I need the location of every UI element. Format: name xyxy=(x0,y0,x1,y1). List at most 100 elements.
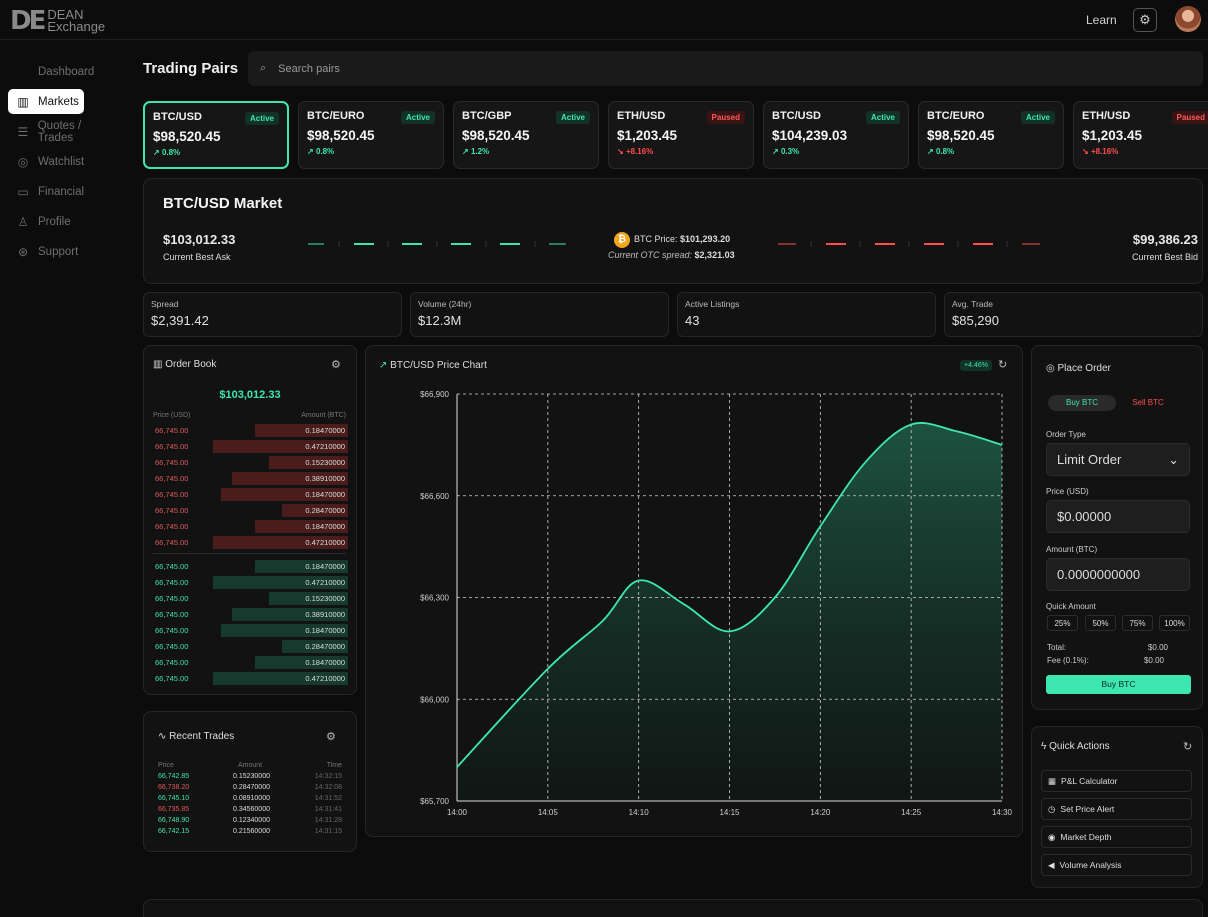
order-book-row[interactable]: 66,745.00 0.18470000 xyxy=(155,424,348,437)
order-price: 66,745.00 xyxy=(155,522,189,531)
sidebar-item-support[interactable]: ⊛ Support xyxy=(17,244,79,259)
recent-trades-title: Recent Trades xyxy=(169,731,235,742)
trade-price: 66,742.85 xyxy=(158,773,190,780)
order-book-row[interactable]: 66,745.00 0.18470000 xyxy=(155,520,348,533)
order-book-row[interactable]: 66,745.00 0.47210000 xyxy=(155,536,348,549)
depth-bar xyxy=(232,472,348,485)
order-book-row[interactable]: 66,745.00 0.18470000 xyxy=(155,656,348,669)
refresh-icon[interactable]: ↻ xyxy=(1183,741,1193,753)
order-price: 66,745.00 xyxy=(155,426,189,435)
price-chart-title: BTC/USD Price Chart xyxy=(390,360,487,371)
order-book-row[interactable]: 66,745.00 0.18470000 xyxy=(155,624,348,637)
depth-bar xyxy=(282,640,348,653)
pair-card[interactable]: BTC/GBP Active $98,520.45 ↗ 1.2% xyxy=(453,101,599,169)
gear-icon[interactable]: ⚙ xyxy=(331,359,341,371)
order-book-row[interactable]: 66,745.00 0.47210000 xyxy=(155,672,348,685)
sidebar-item-dashboard[interactable]: Dashboard xyxy=(38,65,95,78)
quick-amount-50[interactable]: 50% xyxy=(1085,615,1116,631)
order-book-row[interactable]: 66,745.00 0.38910000 xyxy=(155,608,348,621)
pair-card[interactable]: ETH/USD Paused $1,203.45 ↘ +8.16% xyxy=(608,101,754,169)
trade-price: 66,742.15 xyxy=(158,828,190,835)
order-amount: 0.18470000 xyxy=(305,562,345,571)
pair-card[interactable]: BTC/EURO Active $98,520.45 ↗ 0.8% xyxy=(298,101,444,169)
trade-time: 14:32:15 xyxy=(314,773,342,780)
order-book-row[interactable]: 66,745.00 0.47210000 xyxy=(155,576,348,589)
amount-field[interactable]: 0.0000000000 xyxy=(1046,558,1190,591)
refresh-icon[interactable]: ↻ xyxy=(998,359,1008,371)
volume-analysis-button[interactable]: ◀ Volume Analysis xyxy=(1041,854,1192,876)
logo-mark: DE xyxy=(10,6,46,36)
pair-card[interactable]: BTC/EURO Active $98,520.45 ↗ 0.8% xyxy=(918,101,1064,169)
order-book-row[interactable]: 66,745.00 0.28470000 xyxy=(155,640,348,653)
best-bid-label: Current Best Bid xyxy=(1131,252,1198,262)
pair-name: BTC/USD xyxy=(772,110,821,122)
speaker-icon: ◀ xyxy=(1048,859,1055,870)
trade-amount: 0.34560000 xyxy=(233,806,270,813)
order-price: 66,745.00 xyxy=(155,538,189,547)
trade-amount: 0.12340000 xyxy=(233,817,270,824)
order-book-row[interactable]: 66,745.00 0.28470000 xyxy=(155,504,348,517)
trade-amount: 0.08910000 xyxy=(233,795,270,802)
learn-link[interactable]: Learn xyxy=(1086,13,1117,27)
stat-volume: Volume (24hr) $12.3M xyxy=(410,292,669,337)
market-panel: BTC/USD Market $103,012.33 Current Best … xyxy=(143,178,1203,284)
best-ask-label: Current Best Ask xyxy=(163,252,231,262)
quick-amount-100[interactable]: 100% xyxy=(1159,615,1190,631)
sidebar-item-financial[interactable]: ▭ Financial xyxy=(17,184,85,199)
sidebar-item-profile[interactable]: ♙ Profile xyxy=(17,214,71,229)
order-book-row[interactable]: 66,745.00 0.15230000 xyxy=(155,592,348,605)
pair-card[interactable]: ETH/USD Paused $1,203.45 ↘ +8.16% xyxy=(1073,101,1208,169)
lifebuoy-icon: ⊛ xyxy=(17,244,29,259)
order-price: 66,745.00 xyxy=(155,610,189,619)
pair-change: 0.8% xyxy=(935,147,955,156)
sidebar-item-watchlist[interactable]: ◎ Watchlist xyxy=(17,154,85,169)
status-badge: Active xyxy=(1020,111,1055,124)
pair-change: 1.2% xyxy=(470,147,490,156)
trade-time: 14:31:15 xyxy=(314,828,342,835)
gear-icon[interactable]: ⚙ xyxy=(326,731,336,743)
logo-text-top: DEAN xyxy=(47,7,84,22)
pnl-calculator-button[interactable]: ▦ P&L Calculator xyxy=(1041,770,1192,792)
sidebar-item-markets[interactable]: ▥ Markets xyxy=(8,89,84,114)
quick-amount-25[interactable]: 25% xyxy=(1047,615,1078,631)
buy-tab[interactable]: Buy BTC xyxy=(1048,395,1116,411)
order-book-header: ▥ Order Book xyxy=(153,359,216,370)
pair-card[interactable]: BTC/USD Active $104,239.03 ↗ 0.3% xyxy=(763,101,909,169)
quick-amount-75[interactable]: 75% xyxy=(1122,615,1153,631)
trend-down-icon: ↘ xyxy=(617,147,624,156)
order-book-row[interactable]: 66,745.00 0.18470000 xyxy=(155,488,348,501)
order-book-row[interactable]: 66,745.00 0.15230000 xyxy=(155,456,348,469)
pair-name: BTC/USD xyxy=(153,111,202,123)
quick-actions-panel xyxy=(1031,726,1203,888)
bid-depth-dashes xyxy=(778,241,1040,247)
pair-price: $98,520.45 xyxy=(153,129,221,144)
recent-trades-columns: Price Amount Time xyxy=(158,762,342,769)
search-input[interactable]: ⌕ Search pairs xyxy=(248,51,1203,86)
sidebar-item-quotes-trades[interactable]: ☰ Quotes / Trades xyxy=(17,119,82,144)
price-field[interactable]: $0.00000 xyxy=(1046,500,1190,533)
depth-bar xyxy=(255,520,348,533)
depth-bar xyxy=(212,672,348,685)
trend-down-icon: ↘ xyxy=(1082,147,1089,156)
order-book-row[interactable]: 66,745.00 0.38910000 xyxy=(155,472,348,485)
market-depth-button[interactable]: ◉ Market Depth xyxy=(1041,826,1192,848)
order-book-row[interactable]: 66,745.00 0.47210000 xyxy=(155,440,348,453)
order-book-row[interactable]: 66,745.00 0.18470000 xyxy=(155,560,348,573)
avatar[interactable] xyxy=(1175,6,1201,32)
order-type-select[interactable]: Limit Order ⌄ xyxy=(1046,443,1190,476)
order-price: 66,745.00 xyxy=(155,626,189,635)
pair-change: 0.8% xyxy=(315,147,335,156)
status-badge: Active xyxy=(555,111,590,124)
search-placeholder: Search pairs xyxy=(278,62,340,75)
buy-btc-button[interactable]: Buy BTC xyxy=(1046,675,1191,694)
settings-icon[interactable]: ⚙ xyxy=(1133,8,1157,32)
pair-card[interactable]: BTC/USD Active $98,520.45 ↗ 0.8% xyxy=(143,101,289,169)
pair-change: +8.16% xyxy=(625,147,654,156)
set-price-alert-button[interactable]: ◷ Set Price Alert xyxy=(1041,798,1192,820)
order-book-col-price: Price (USD) xyxy=(153,412,191,419)
logo[interactable]: DE DEAN Exchange xyxy=(10,6,105,36)
quick-amount-label: Quick Amount xyxy=(1046,602,1096,611)
trend-icon: ↗ xyxy=(379,360,388,371)
trade-row: 66,748.90 0.12340000 14:31:28 xyxy=(158,817,342,827)
sell-tab[interactable]: Sell BTC xyxy=(1132,398,1164,407)
